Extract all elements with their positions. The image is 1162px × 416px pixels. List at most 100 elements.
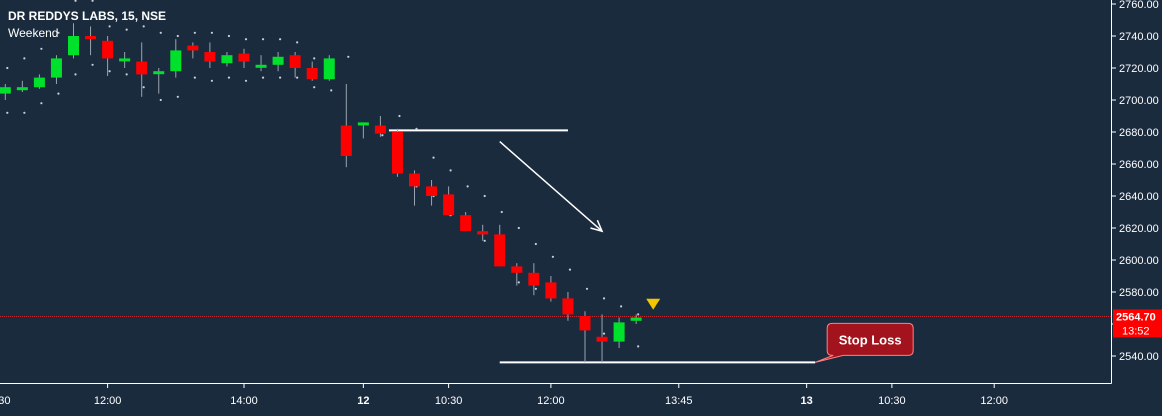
- candle[interactable]: [255, 55, 267, 72]
- candle-body-down: [187, 45, 199, 51]
- candle[interactable]: [579, 311, 591, 363]
- annotation-layer[interactable]: Stop Loss: [388, 129, 914, 364]
- y-tick-label: 2740.00: [1119, 31, 1159, 43]
- candle[interactable]: [596, 314, 608, 363]
- candle[interactable]: [221, 52, 233, 67]
- candle-body-down: [511, 266, 523, 273]
- indicator-dot-upper: [142, 25, 145, 28]
- signal-marker-triangle[interactable]: [646, 298, 661, 310]
- candle-body-down: [85, 36, 97, 40]
- candle[interactable]: [153, 68, 165, 94]
- y-tick-label: 2620.00: [1119, 223, 1159, 235]
- candle[interactable]: [511, 263, 523, 286]
- indicator-dot-lower: [517, 281, 520, 284]
- candle[interactable]: [545, 276, 557, 302]
- candle[interactable]: [374, 116, 386, 137]
- candle-body-down: [102, 40, 114, 59]
- candle[interactable]: [85, 26, 97, 56]
- candle[interactable]: [50, 55, 62, 84]
- candle[interactable]: [16, 80, 28, 92]
- candle[interactable]: [204, 42, 216, 68]
- candle[interactable]: [68, 23, 79, 59]
- axes-layer[interactable]: 2540.002560.002580.002600.002620.002640.…: [0, 0, 1162, 407]
- x-tick-label: 12:00: [980, 395, 1008, 407]
- candle-body-up: [68, 36, 79, 56]
- indicator-dot-lower: [261, 76, 265, 79]
- candle-body-down: [238, 53, 250, 62]
- indicator-dot-upper: [568, 268, 572, 271]
- candle[interactable]: [306, 61, 318, 81]
- indicator-dot-lower: [23, 111, 26, 114]
- candle[interactable]: [409, 170, 420, 206]
- y-tick-label: 2680.00: [1119, 127, 1159, 139]
- indicator-dot-upper: [261, 38, 265, 41]
- candle-body-down: [579, 316, 591, 331]
- candle[interactable]: [340, 84, 352, 168]
- candle[interactable]: [187, 42, 199, 59]
- candle-body-up: [630, 317, 642, 321]
- y-tick-label: 2720.00: [1119, 63, 1159, 75]
- candle-body-down: [204, 52, 216, 62]
- candle[interactable]: [119, 52, 131, 68]
- candle[interactable]: [528, 263, 540, 296]
- candle[interactable]: [630, 314, 642, 324]
- candle[interactable]: [460, 212, 472, 232]
- candle-body-up: [323, 58, 335, 80]
- current-price-label: 2564.70: [1116, 311, 1156, 323]
- indicator-dot-lower: [381, 134, 384, 137]
- candle[interactable]: [0, 84, 11, 100]
- indicator-dot-upper: [176, 34, 179, 38]
- indicator-dot-upper: [40, 47, 43, 50]
- candle[interactable]: [323, 55, 335, 81]
- candle[interactable]: [494, 224, 506, 267]
- price-badge-bg: [1113, 309, 1162, 338]
- y-tick-label: 2540.00: [1119, 351, 1159, 363]
- candle[interactable]: [443, 186, 455, 216]
- indicator-dot-upper: [637, 313, 640, 316]
- indicator-dot-lower: [483, 239, 486, 242]
- candle-body-down: [426, 186, 438, 196]
- candle-body-down: [340, 125, 352, 156]
- indicator-dot-upper: [74, 0, 77, 2]
- indicator-dot-upper: [483, 194, 486, 198]
- candle[interactable]: [426, 180, 438, 206]
- candle-body-down: [545, 282, 557, 299]
- y-tick-label: 2640.00: [1119, 191, 1159, 203]
- candle[interactable]: [562, 292, 574, 321]
- indicator-dot-upper: [210, 31, 213, 34]
- candle-body-up: [0, 87, 11, 94]
- candle-body-up: [272, 56, 284, 65]
- candle-body-down: [443, 194, 455, 216]
- candle[interactable]: [272, 52, 284, 72]
- indicator-dot-upper: [6, 66, 9, 70]
- candle-body-down: [289, 55, 301, 68]
- candle[interactable]: [238, 48, 250, 68]
- candle[interactable]: [33, 74, 45, 89]
- candle[interactable]: [391, 128, 403, 177]
- x-tick-label: 10:30: [878, 395, 906, 407]
- stop-loss-callout[interactable]: Stop Loss: [814, 322, 914, 363]
- candle-body-up: [170, 50, 182, 72]
- candle[interactable]: [136, 42, 148, 97]
- candle[interactable]: [477, 224, 489, 241]
- indicator-dot-lower: [142, 86, 145, 89]
- trend-arrow[interactable]: [499, 141, 604, 233]
- candles-layer[interactable]: [0, 23, 642, 363]
- candle[interactable]: [289, 52, 301, 78]
- indicator-dot-upper: [500, 210, 503, 214]
- chart-subtitle: Weekend: [8, 26, 59, 40]
- candle[interactable]: [102, 36, 114, 76]
- indicator-dot-lower: [57, 92, 60, 95]
- candle-body-down: [528, 272, 540, 286]
- x-tick-label: 13:45: [665, 395, 693, 407]
- indicator-dot-upper: [432, 156, 435, 159]
- candle[interactable]: [170, 39, 182, 78]
- y-tick-label: 2760.00: [1119, 0, 1159, 11]
- candle[interactable]: [613, 317, 625, 348]
- indicator-dot-lower: [296, 76, 299, 79]
- candle[interactable]: [357, 122, 369, 139]
- indicator-dot-upper: [517, 226, 520, 230]
